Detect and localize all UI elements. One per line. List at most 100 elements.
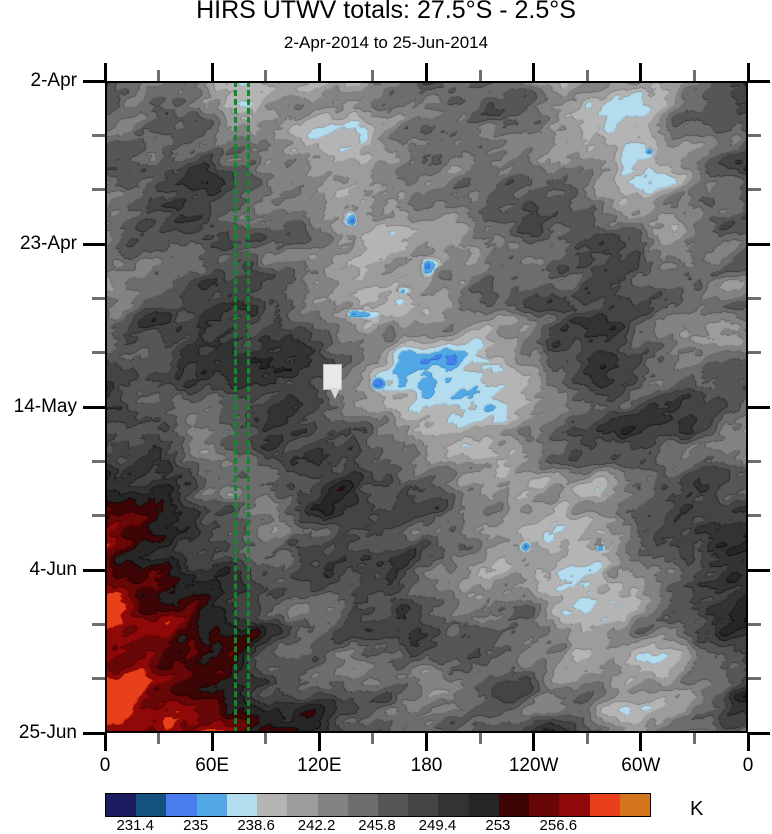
y-minor-tick (92, 622, 105, 626)
x-minor-tick (478, 733, 482, 744)
x-minor-tick (478, 70, 482, 81)
y-minor-tick (748, 296, 761, 300)
x-major-tick (639, 63, 643, 81)
y-minor-tick (92, 677, 105, 681)
x-minor-tick (264, 70, 268, 81)
x-axis-tick-label: 60W (621, 755, 661, 776)
x-major-tick (532, 63, 536, 81)
y-minor-tick (748, 622, 761, 626)
x-major-tick (532, 733, 536, 751)
colorbar-tick-label: 253 (485, 817, 511, 834)
page-title: HIRS UTWV totals: 27.5°S - 2.5°S (196, 0, 576, 24)
x-major-tick (425, 733, 428, 751)
colorbar-tick-label: 238.6 (237, 817, 275, 834)
location-marker (322, 363, 342, 390)
x-major-tick (103, 63, 107, 81)
x-axis-tick-label: 60E (195, 755, 230, 776)
colorbar-swatch (196, 794, 227, 816)
location-marker-tip (329, 387, 340, 399)
y-major-tick (748, 568, 770, 572)
y-major-tick (83, 731, 105, 735)
x-minor-tick (371, 70, 375, 81)
colorbar-swatch (317, 794, 348, 816)
x-minor-tick (585, 733, 589, 744)
y-major-tick (748, 79, 770, 83)
y-major-tick (83, 568, 105, 572)
colorbar-swatch (619, 794, 650, 816)
x-major-tick (425, 63, 428, 81)
y-major-tick (83, 79, 105, 83)
x-minor-tick (585, 70, 589, 81)
colorbar-swatch (498, 794, 530, 816)
y-minor-tick (92, 351, 105, 355)
x-axis-tick-label: 0 (99, 755, 111, 776)
colorbar-tick-label: 235 (183, 817, 209, 834)
colorbar-swatch (257, 794, 288, 816)
colorbar-tick-label: 242.2 (297, 817, 336, 834)
y-axis-tick-label: 4-Jun (29, 559, 77, 580)
colorbar-swatch (347, 794, 378, 816)
y-minor-tick (92, 133, 105, 137)
heatmap-canvas (105, 81, 748, 733)
y-minor-tick (748, 133, 761, 137)
x-major-tick (639, 733, 643, 751)
colorbar-swatch (529, 794, 560, 816)
colorbar-unit-label: K (690, 798, 704, 820)
y-minor-tick (92, 188, 105, 192)
x-axis-tick-label: 120W (508, 755, 559, 776)
colorbar-swatch (166, 794, 197, 816)
colorbar-swatch (106, 794, 137, 816)
y-minor-tick (748, 351, 761, 355)
x-major-tick (103, 733, 107, 751)
colorbar-tick-label: 231.4 (116, 817, 154, 834)
y-minor-tick (748, 188, 761, 192)
y-minor-tick (748, 677, 761, 681)
y-axis-tick-label: 23-Apr (19, 233, 77, 254)
x-major-tick (746, 733, 750, 751)
colorbar-tick-label: 245.8 (358, 817, 396, 834)
y-axis-tick-label: 2-Apr (30, 70, 77, 91)
colorbar (105, 793, 651, 817)
x-minor-tick (692, 70, 696, 81)
x-axis-tick-label: 0 (742, 755, 754, 776)
y-minor-tick (748, 514, 761, 518)
x-axis-tick-label: 180 (410, 755, 443, 776)
x-minor-tick (371, 733, 375, 744)
x-minor-tick (157, 70, 161, 81)
x-major-tick (210, 733, 214, 751)
colorbar-swatch (226, 794, 258, 816)
y-major-tick (748, 731, 770, 735)
y-major-tick (748, 242, 770, 246)
reference-line (246, 81, 250, 733)
colorbar-tick-label: 256.6 (539, 817, 578, 834)
x-minor-tick (264, 733, 268, 744)
plot-area (105, 81, 748, 733)
colorbar-swatch (377, 794, 409, 816)
y-minor-tick (748, 459, 761, 463)
colorbar-swatch (408, 794, 439, 816)
x-major-tick (746, 63, 750, 81)
colorbar-swatch (438, 794, 469, 816)
x-major-tick (317, 63, 321, 81)
x-minor-tick (157, 733, 161, 744)
y-axis-tick-label: 25-Jun (18, 722, 77, 743)
colorbar-swatch (559, 794, 590, 816)
colorbar-swatch (589, 794, 620, 816)
colorbar-swatch (287, 794, 318, 816)
y-minor-tick (92, 459, 105, 463)
x-major-tick (210, 63, 214, 81)
colorbar-swatch (136, 794, 167, 816)
chart-subtitle: 2-Apr-2014 to 25-Jun-2014 (283, 33, 489, 52)
colorbar-swatch (468, 794, 499, 816)
colorbar-tick-label: 249.4 (418, 817, 457, 834)
y-major-tick (748, 405, 770, 409)
y-major-tick (83, 405, 105, 409)
x-minor-tick (692, 733, 696, 744)
reference-line (234, 81, 238, 733)
x-axis-tick-label: 120E (297, 755, 342, 776)
x-major-tick (317, 733, 321, 751)
y-minor-tick (92, 514, 105, 518)
y-axis-tick-label: 14-May (13, 396, 77, 417)
y-major-tick (83, 242, 105, 246)
